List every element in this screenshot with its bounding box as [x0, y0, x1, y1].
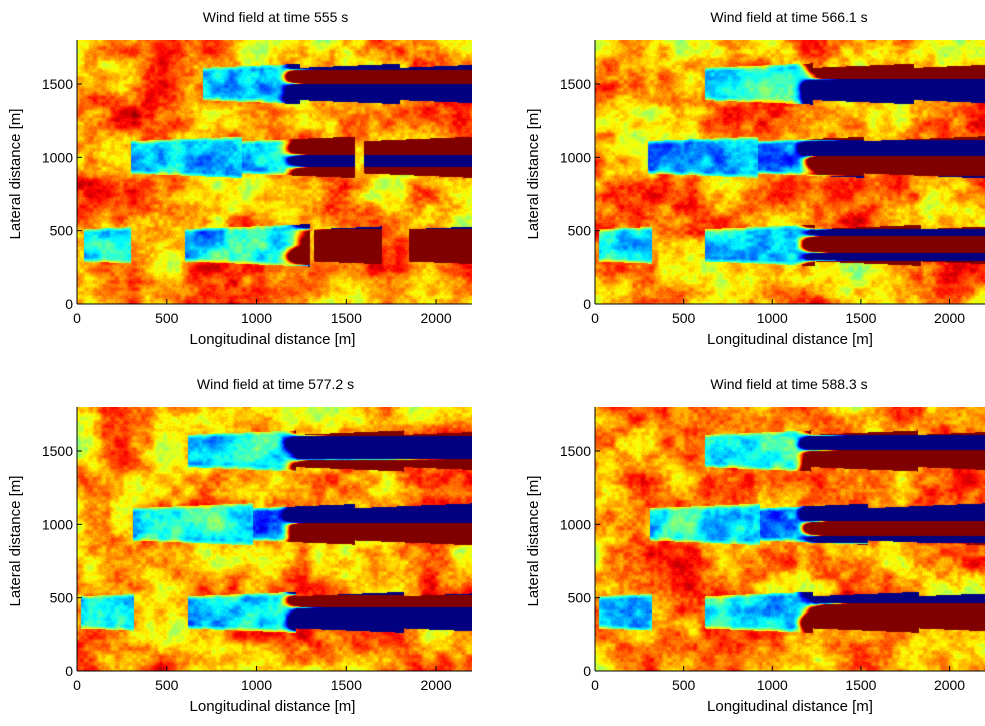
y-tick-label: 1000	[560, 516, 591, 532]
x-tick-label: 2000	[934, 310, 965, 326]
y-tick-label: 1500	[42, 76, 73, 92]
x-tick-label: 1000	[241, 677, 272, 693]
y-tick-label: 1000	[42, 516, 73, 532]
x-axis-label: Longitudinal distance [m]	[190, 698, 356, 715]
x-tick-label: 1500	[331, 677, 362, 693]
x-tick-label: 1500	[845, 310, 876, 326]
x-tick-label: 0	[591, 310, 599, 326]
y-tick-label: 500	[568, 590, 592, 606]
y-axis-label: Lateral distance [m]	[7, 109, 24, 240]
wind-field-heatmap	[595, 40, 985, 304]
x-axis-label: Longitudinal distance [m]	[707, 331, 873, 348]
x-tick-label: 2000	[421, 310, 452, 326]
y-tick-label: 0	[65, 296, 73, 312]
y-axis-label: Lateral distance [m]	[525, 476, 542, 607]
x-tick-label: 1500	[331, 310, 362, 326]
x-tick-label: 1000	[241, 310, 272, 326]
x-tick-label: 0	[73, 677, 81, 693]
chart-title: Wind field at time 588.3 s	[710, 376, 867, 392]
wind-field-heatmap	[77, 407, 472, 671]
x-tick-label: 500	[672, 677, 696, 693]
y-tick-label: 500	[50, 223, 74, 239]
x-axis-label: Longitudinal distance [m]	[707, 698, 873, 715]
x-tick-label: 500	[672, 310, 696, 326]
chart-title: Wind field at time 555 s	[203, 9, 349, 25]
subplot-1: 0 500 1000 1500 2000 0 500 1000 1500 Wind field a…	[7, 9, 472, 348]
x-tick-label: 0	[591, 677, 599, 693]
chart-title: Wind field at time 566.1 s	[710, 9, 867, 25]
y-axis-label: Lateral distance [m]	[7, 476, 24, 607]
x-axis-label: Longitudinal distance [m]	[190, 331, 356, 348]
y-tick-label: 0	[583, 296, 591, 312]
wind-field-heatmap	[77, 40, 472, 304]
y-tick-label: 0	[583, 663, 591, 679]
x-tick-label: 500	[155, 677, 179, 693]
x-tick-label: 1000	[757, 310, 788, 326]
y-tick-label: 1000	[560, 149, 591, 165]
x-tick-label: 2000	[934, 677, 965, 693]
x-tick-label: 1500	[845, 677, 876, 693]
y-axis-label: Lateral distance [m]	[525, 109, 542, 240]
x-tick-label: 500	[155, 310, 179, 326]
subplot-4: 0 500 1000 1500 2000 0 500 1000 1500 Wind field a…	[525, 376, 985, 715]
y-tick-label: 1500	[560, 76, 591, 92]
x-tick-label: 1000	[757, 677, 788, 693]
chart-title: Wind field at time 577.2 s	[197, 376, 354, 392]
subplot-3: 0 500 1000 1500 2000 0 500 1000 1500 Wind field a…	[7, 376, 472, 715]
y-tick-label: 1000	[42, 149, 73, 165]
x-tick-label: 2000	[421, 677, 452, 693]
y-tick-label: 1500	[560, 443, 591, 459]
y-tick-label: 1500	[42, 443, 73, 459]
x-tick-label: 0	[73, 310, 81, 326]
y-tick-label: 0	[65, 663, 73, 679]
y-tick-label: 500	[50, 590, 74, 606]
subplot-2: 0 500 1000 1500 2000 0 500 1000 1500 Wind field a…	[525, 9, 985, 348]
y-tick-label: 500	[568, 223, 592, 239]
wind-field-heatmap	[595, 407, 985, 671]
